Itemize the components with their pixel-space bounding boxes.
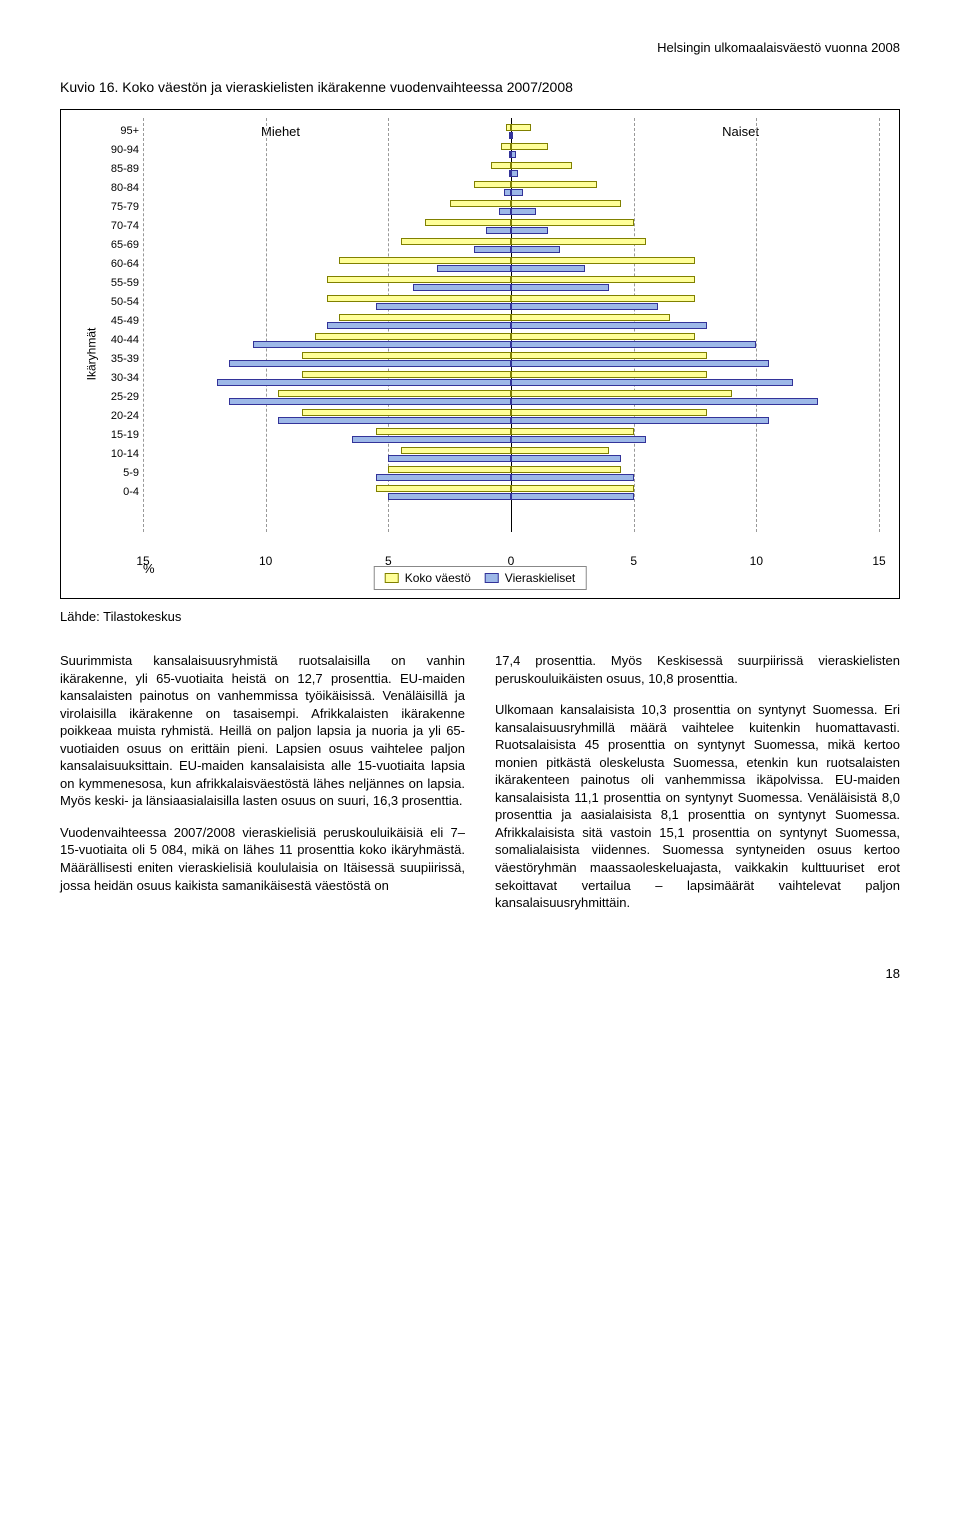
- column-right: 17,4 prosenttia. Myös Keskisessä suurpii…: [495, 652, 900, 926]
- para1: Suurimmista kansalaisuusryhmistä ruotsal…: [60, 652, 465, 810]
- percent-label: %: [143, 561, 155, 576]
- age-label: 50-54: [91, 297, 139, 308]
- age-row: 80-84: [143, 179, 879, 198]
- age-row: 90-94: [143, 141, 879, 160]
- age-row: 35-39: [143, 350, 879, 369]
- plot-area: 95+90-9485-8980-8475-7970-7465-6960-6455…: [143, 122, 879, 528]
- age-label: 25-29: [91, 392, 139, 403]
- age-row: 85-89: [143, 160, 879, 179]
- age-row: 75-79: [143, 198, 879, 217]
- age-row: 65-69: [143, 236, 879, 255]
- age-row: 0-4: [143, 483, 879, 502]
- age-label: 35-39: [91, 354, 139, 365]
- age-label: 10-14: [91, 449, 139, 460]
- para3: 17,4 prosenttia. Myös Keskisessä suurpii…: [495, 652, 900, 687]
- legend: Koko väestö Vieraskieliset: [374, 566, 587, 590]
- age-label: 55-59: [91, 278, 139, 289]
- chart-title: Kuvio 16. Koko väestön ja vieraskieliste…: [60, 79, 900, 95]
- population-pyramid-chart: Ikäryhmät Miehet Naiset 95+90-9485-8980-…: [60, 109, 900, 599]
- age-label: 20-24: [91, 411, 139, 422]
- age-label: 75-79: [91, 202, 139, 213]
- age-label: 0-4: [91, 487, 139, 498]
- page: Helsingin ulkomaalaisväestö vuonna 2008 …: [0, 0, 960, 1021]
- legend-label-vieras: Vieraskieliset: [505, 571, 575, 585]
- age-row: 20-24: [143, 407, 879, 426]
- age-row: 70-74: [143, 217, 879, 236]
- age-row: 25-29: [143, 388, 879, 407]
- x-tick: 10: [750, 554, 763, 568]
- age-label: 60-64: [91, 259, 139, 270]
- para2: Vuodenvaihteessa 2007/2008 vieraskielisi…: [60, 824, 465, 894]
- age-label: 85-89: [91, 164, 139, 175]
- source-label: Lähde: Tilastokeskus: [60, 609, 900, 624]
- age-row: 45-49: [143, 312, 879, 331]
- body-text: Suurimmista kansalaisuusryhmistä ruotsal…: [60, 652, 900, 926]
- x-tick: 5: [630, 554, 637, 568]
- age-label: 65-69: [91, 240, 139, 251]
- legend-item-vieras: Vieraskieliset: [485, 571, 575, 585]
- age-row: 5-9: [143, 464, 879, 483]
- age-label: 45-49: [91, 316, 139, 327]
- x-tick: 10: [259, 554, 272, 568]
- para4: Ulkomaan kansalaisista 10,3 prosenttia o…: [495, 701, 900, 912]
- age-row: 60-64: [143, 255, 879, 274]
- age-label: 30-34: [91, 373, 139, 384]
- age-label: 80-84: [91, 183, 139, 194]
- age-row: 30-34: [143, 369, 879, 388]
- age-row: 95+: [143, 122, 879, 141]
- column-left: Suurimmista kansalaisuusryhmistä ruotsal…: [60, 652, 465, 926]
- page-number: 18: [60, 966, 900, 981]
- legend-label-koko: Koko väestö: [405, 571, 471, 585]
- age-label: 95+: [91, 126, 139, 137]
- age-row: 55-59: [143, 274, 879, 293]
- legend-swatch-vieras: [485, 573, 499, 583]
- age-label: 90-94: [91, 145, 139, 156]
- age-label: 5-9: [91, 468, 139, 479]
- legend-swatch-koko: [385, 573, 399, 583]
- age-row: 15-19: [143, 426, 879, 445]
- age-row: 10-14: [143, 445, 879, 464]
- legend-item-koko: Koko väestö: [385, 571, 471, 585]
- age-row: 50-54: [143, 293, 879, 312]
- age-row: 40-44: [143, 331, 879, 350]
- age-label: 15-19: [91, 430, 139, 441]
- page-header: Helsingin ulkomaalaisväestö vuonna 2008: [60, 40, 900, 55]
- age-label: 70-74: [91, 221, 139, 232]
- x-tick: 15: [872, 554, 885, 568]
- age-label: 40-44: [91, 335, 139, 346]
